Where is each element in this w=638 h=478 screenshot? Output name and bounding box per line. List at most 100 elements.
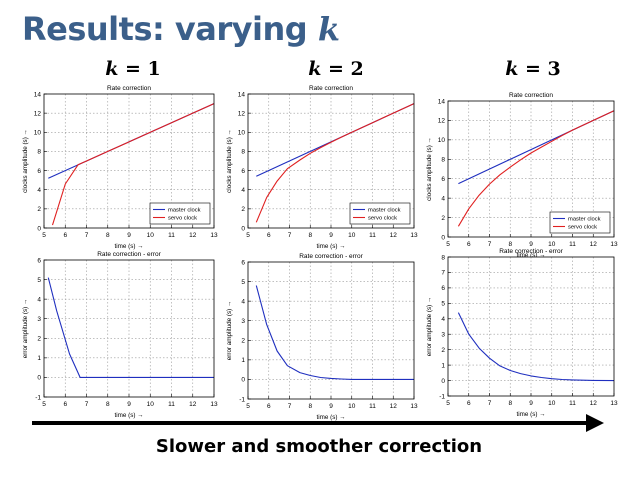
y-tick-label: 6 [241,168,245,175]
y-axis-label: clocks amplitude (s) → [426,137,433,201]
y-tick-label: 5 [37,277,41,284]
y-tick-label: 12 [438,118,446,125]
legend-box [349,202,411,225]
y-tick-label: 6 [37,168,41,175]
chart-title: Rate correction [107,85,151,92]
y-axis-label: clocks amplitude (s) → [22,129,29,193]
column-label-var: k [505,58,519,80]
y-tick-label: 8 [241,149,245,156]
x-tick-label: 9 [329,232,333,239]
x-tick-label: 12 [390,232,398,239]
x-axis-label: time (s) → [316,414,345,421]
x-tick-label: 9 [529,400,533,407]
y-tick-label: 1 [241,357,245,364]
y-tick-label: 4 [441,316,445,323]
x-tick-label: 6 [467,241,471,248]
column-label-value: = 3 [518,58,561,80]
y-axis-label: clocks amplitude (s) → [226,129,233,193]
x-tick-label: 11 [569,241,576,248]
chart-svg: 5 6 7 8 9 10 11 12 13 0 2 4 6 8 10 12 14 Rate correction t… [226,85,418,250]
plot-area [448,257,614,396]
servo-clock-line [255,103,415,223]
legend-label-servo-clock: servo clock [368,216,397,222]
x-tick-label: 8 [308,403,312,410]
y-tick-label: 6 [241,259,245,266]
chart-svg: 5 6 7 8 9 10 11 12 13 0 2 4 6 8 10 12 14 Rate correction t… [426,92,618,259]
x-tick-label: 6 [63,232,67,239]
y-tick-label: 8 [441,254,445,261]
y-axis-label: error amplitude (s) → [426,297,433,357]
x-tick-label: 5 [246,232,250,239]
error-line [255,285,414,380]
servo-clock-line [51,103,215,226]
x-tick-label: 10 [348,403,356,410]
rate-correction-plot-k3: 5 6 7 8 9 10 11 12 13 0 2 4 6 8 10 12 14 Rate correction t… [404,85,620,263]
x-tick-label: 13 [410,403,418,410]
y-tick-label: 2 [37,336,41,343]
x-axis-label: time (s) → [114,412,143,419]
x-tick-label: 6 [63,401,67,408]
legend-label-master-clock: master clock [168,208,201,214]
y-tick-label: 2 [441,215,445,222]
y-tick-label: 2 [241,338,245,345]
y-tick-label: 4 [241,187,245,194]
x-tick-label: 10 [348,232,356,239]
progression-arrow-head [586,414,604,432]
slide-title-text: Results: varying [22,10,318,48]
y-tick-label: 0 [441,234,445,241]
legend-label-master-clock: master clock [368,208,401,214]
x-tick-label: 12 [189,401,197,408]
column-label-value: = 2 [321,58,364,80]
x-tick-label: 8 [508,241,512,248]
x-tick-label: 11 [168,401,175,408]
x-tick-label: 9 [529,241,533,248]
legend-box [149,202,211,225]
error-plot-k1: 5 6 7 8 9 10 11 12 13 -1 0 1 2 3 4 5 6 Rate correction - … [0,244,220,423]
x-tick-label: 13 [410,232,418,239]
column-label-k3: k = 3 [473,58,593,80]
x-tick-label: 9 [329,403,333,410]
x-tick-label: 8 [106,401,110,408]
x-tick-label: 6 [467,400,471,407]
x-tick-label: 8 [308,232,312,239]
y-tick-label: -1 [35,394,41,401]
x-tick-label: 5 [446,400,450,407]
x-tick-label: 11 [369,403,376,410]
x-tick-label: 12 [390,403,398,410]
error-plot-k2: 5 6 7 8 9 10 11 12 13 -1 0 1 2 3 4 5 6 Rate correction - … [204,246,420,425]
error-line [457,312,615,382]
column-label-value: = 1 [118,58,161,80]
y-tick-label: 2 [441,347,445,354]
slide-title-variable: k [317,10,340,48]
y-axis-label: error amplitude (s) → [226,301,233,361]
y-tick-label: 2 [241,206,245,213]
y-tick-label: 6 [441,176,445,183]
legend-box [549,211,611,234]
y-tick-label: 10 [238,130,246,137]
x-tick-label: 11 [168,232,175,239]
legend-label-servo-clock: servo clock [168,216,197,222]
y-tick-label: 14 [34,91,42,98]
y-tick-label: 8 [441,157,445,164]
y-tick-label: 14 [238,91,246,98]
chart-title: Rate correction - error [299,253,363,260]
y-tick-label: 10 [438,137,446,144]
y-tick-label: 2 [37,206,41,213]
x-tick-label: 13 [210,232,218,239]
x-tick-label: 12 [590,241,598,248]
y-tick-label: 6 [441,285,445,292]
error-line [47,277,214,378]
y-tick-label: 4 [37,296,41,303]
y-tick-label: 6 [37,257,41,264]
x-tick-label: 8 [508,400,512,407]
y-tick-label: 4 [441,195,445,202]
x-tick-label: 13 [610,241,618,248]
y-tick-label: 12 [238,110,246,117]
legend-label-servo-clock: servo clock [568,225,597,231]
y-tick-label: 1 [37,355,41,362]
x-tick-label: 8 [106,232,110,239]
y-tick-label: 0 [37,225,41,232]
